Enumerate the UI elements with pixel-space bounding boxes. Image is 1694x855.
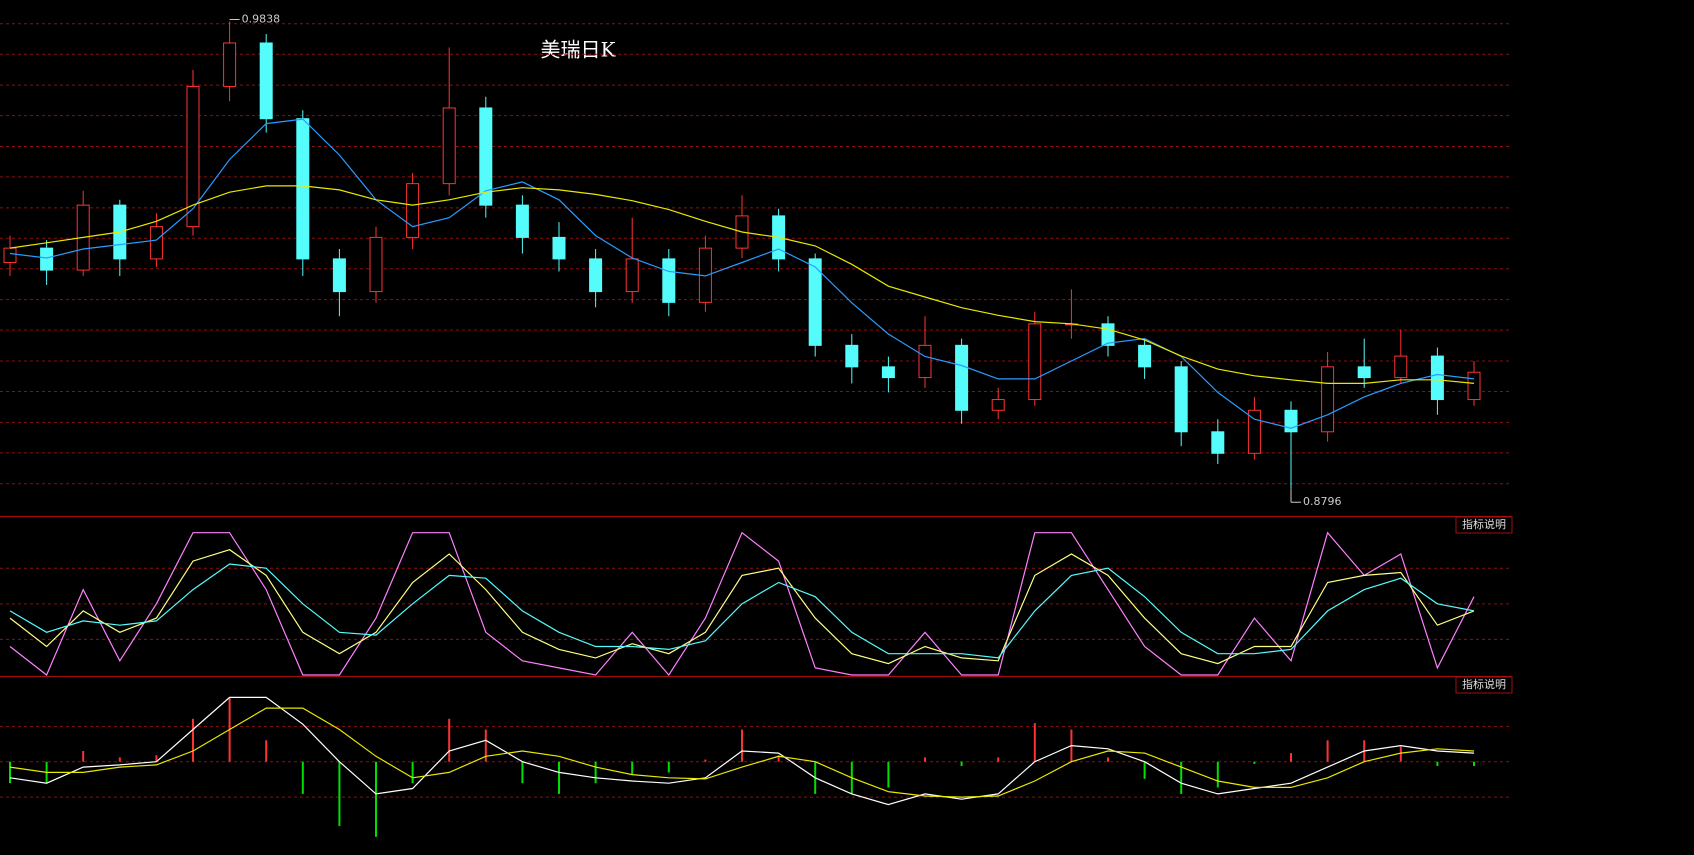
macd-bar [960, 761, 963, 766]
candle-body [991, 399, 1005, 411]
macd-bar [594, 761, 597, 784]
high-label: 0.9838 [242, 13, 281, 26]
macd-bar [1253, 761, 1256, 764]
candle-body [369, 236, 383, 293]
macd-bar [448, 718, 451, 762]
candle-body [296, 118, 310, 260]
low-label: 0.8796 [1303, 495, 1342, 508]
candle-body [1284, 409, 1298, 433]
candle-body [1430, 355, 1444, 401]
candle-body [1357, 366, 1371, 379]
candle-body [186, 85, 200, 228]
candle-body [625, 258, 639, 293]
macd-bar [301, 761, 304, 794]
macd-bar [1216, 761, 1219, 788]
macd-bar [375, 761, 377, 837]
indicator-line [9, 707, 1475, 798]
macd-bar [777, 755, 780, 762]
macd-bar [1033, 723, 1036, 762]
candle-body [881, 366, 895, 379]
candle-body [332, 258, 346, 293]
macd-bar [997, 757, 1000, 762]
macd-bar [1473, 761, 1475, 766]
indicator-line [9, 118, 1475, 429]
candle-body [1138, 344, 1152, 368]
candle-body [515, 204, 529, 238]
candle-body [479, 107, 493, 206]
macd-bar [1326, 740, 1329, 762]
macd-bar [192, 718, 194, 762]
candle-body [1247, 409, 1261, 454]
indicator-line [9, 563, 1475, 659]
candle-body [955, 344, 969, 411]
candle-body [149, 226, 163, 260]
candle-body [1174, 366, 1188, 433]
macd-bar [9, 761, 11, 784]
macd-bar [667, 761, 670, 773]
candle-body [40, 247, 54, 271]
macd-bar [1143, 761, 1146, 779]
macd-bar [1180, 761, 1183, 794]
macd-bar [1436, 761, 1439, 766]
macd-bar [118, 757, 121, 762]
candle-body [662, 258, 676, 303]
macd-bar [1290, 753, 1292, 762]
macd-bar [1399, 746, 1402, 762]
candle-body [1028, 323, 1042, 401]
macd-bar [924, 757, 926, 762]
candle-body [1321, 366, 1335, 433]
candle-body [589, 258, 603, 293]
candle-body [1394, 355, 1408, 379]
macd-bar [704, 759, 707, 762]
macd-bar [741, 729, 743, 762]
indicator-line [9, 531, 1475, 677]
macd-bar [887, 761, 890, 788]
indicator-button[interactable] [1455, 516, 1513, 534]
indicator-line [9, 696, 1475, 806]
candle-body [3, 247, 17, 263]
macd-bar [558, 761, 560, 794]
macd-bar [411, 761, 414, 784]
macd-bar [155, 755, 158, 762]
macd-bar [338, 761, 341, 827]
indicator-line [9, 185, 1475, 384]
candle-body [808, 258, 822, 346]
candle-body [918, 344, 932, 379]
candle-body [845, 344, 859, 368]
candle-body [442, 107, 456, 185]
indicator-button[interactable] [1455, 676, 1513, 694]
candle-body [259, 42, 273, 120]
indicator-label[interactable]: 指标说明 [1462, 517, 1506, 531]
macd-bar [484, 729, 487, 762]
macd-bar [1107, 757, 1109, 762]
chart-title: 美瑞日K [541, 38, 617, 62]
candle-body [552, 236, 566, 260]
indicator-label[interactable]: 指标说明 [1462, 677, 1506, 691]
macd-bar [82, 750, 85, 762]
macd-bar [631, 761, 634, 775]
candle-body [406, 183, 420, 238]
macd-bar [521, 761, 524, 784]
macd-bar [265, 740, 268, 762]
candle-body [1467, 371, 1481, 401]
candle-body [1211, 431, 1225, 454]
candle-body [223, 42, 237, 87]
